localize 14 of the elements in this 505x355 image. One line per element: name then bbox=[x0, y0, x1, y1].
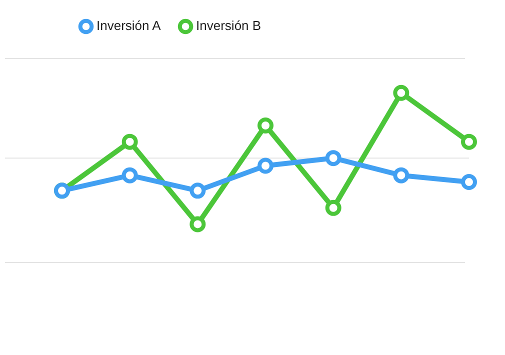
point bbox=[393, 84, 410, 101]
point bbox=[122, 167, 138, 184]
point bbox=[258, 117, 274, 134]
legend-label: Inversión A bbox=[96, 18, 162, 34]
point bbox=[190, 216, 206, 232]
point bbox=[122, 134, 138, 150]
point bbox=[258, 158, 274, 174]
point bbox=[461, 134, 477, 150]
point bbox=[325, 150, 342, 166]
point bbox=[461, 174, 477, 190]
point bbox=[325, 200, 342, 216]
legend-label: Inversión B bbox=[196, 18, 262, 34]
point bbox=[393, 167, 410, 184]
point bbox=[190, 182, 206, 199]
